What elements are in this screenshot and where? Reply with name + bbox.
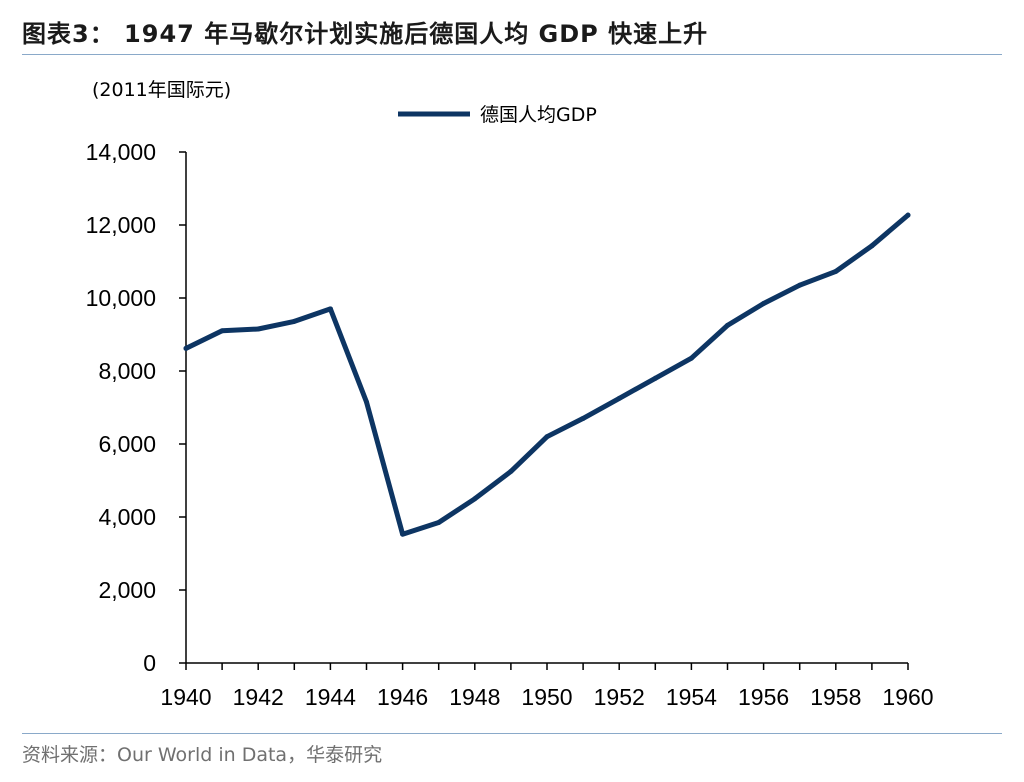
data-point [400, 531, 406, 537]
x-tick-label: 1942 [233, 684, 284, 710]
legend-label: 德国人均GDP [480, 104, 597, 126]
data-point [797, 282, 803, 288]
x-tick-label: 1952 [594, 684, 645, 710]
data-point [580, 415, 586, 421]
data-point [472, 496, 478, 502]
y-tick-label: 10,000 [86, 285, 156, 311]
x-tick-label: 1958 [810, 684, 861, 710]
data-point [869, 243, 875, 249]
series-line [183, 212, 911, 537]
data-point [833, 268, 839, 274]
y-tick-label: 0 [143, 650, 156, 676]
data-point [327, 306, 333, 312]
y-axis-ticks: 0 2,000 4,000 6,000 8,000 10,000 12,000 14,000 [86, 139, 186, 676]
data-point [508, 468, 514, 474]
data-point [183, 345, 189, 351]
x-tick-label: 1950 [521, 684, 572, 710]
data-point [436, 519, 442, 525]
legend: 德国人均GDP [398, 104, 597, 126]
y-tick-label: 8,000 [98, 358, 156, 384]
figure-title: 图表3： 1947 年马歇尔计划实施后德国人均 GDP 快速上升 [22, 20, 709, 48]
x-tick-label: 1948 [449, 684, 500, 710]
data-point [291, 318, 297, 324]
y-tick-label: 6,000 [98, 431, 156, 457]
y-tick-label: 4,000 [98, 504, 156, 530]
data-point [652, 375, 658, 381]
y-tick-label: 14,000 [86, 139, 156, 165]
x-tick-label: 1960 [882, 684, 933, 710]
data-point [364, 399, 369, 405]
y-axis-unit-label: (2011年国际元) [92, 79, 231, 101]
data-point [219, 328, 225, 334]
x-tick-label: 1946 [377, 684, 428, 710]
title-divider [22, 54, 1002, 55]
data-point [761, 300, 767, 306]
data-point [905, 212, 911, 218]
x-tick-label: 1956 [738, 684, 789, 710]
x-tick-label: 1954 [666, 684, 717, 710]
source-note: 资料来源：Our World in Data，华泰研究 [22, 744, 383, 766]
x-tick-label: 1940 [160, 684, 211, 710]
data-point [725, 322, 730, 328]
source-divider [22, 733, 1002, 734]
y-tick-label: 12,000 [86, 212, 156, 238]
data-point [616, 395, 622, 401]
data-point [255, 326, 261, 332]
y-tick-label: 2,000 [98, 577, 156, 603]
x-tick-label: 1944 [305, 684, 356, 710]
data-point [688, 355, 694, 361]
data-point [544, 434, 550, 440]
x-axis-ticks: 1940 1942 1944 1946 1948 1950 1952 1954 1956 1958… [160, 663, 934, 710]
series-layer [183, 212, 911, 537]
